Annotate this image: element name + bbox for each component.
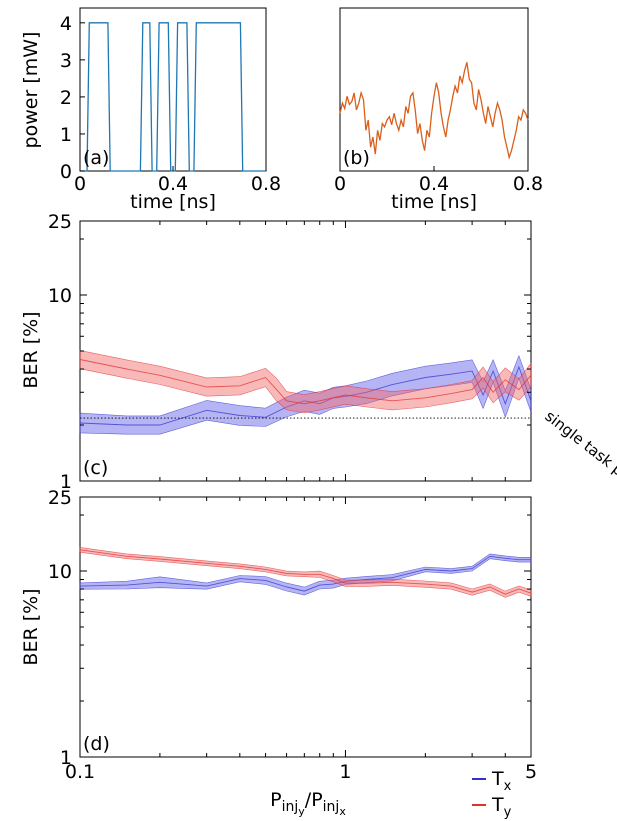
legend-label-main: T [491,768,504,790]
y-tick-label: 1 [60,747,72,769]
panel-a: 0 0.4 0.8 0 1 2 3 4 power [mW] time [ns] (a) [20,7,281,213]
series-band-ty [79,350,532,414]
x-tick-label: 0.8 [513,173,543,195]
x-tick-label: 0.1 [65,761,95,783]
panel-c-ticks: 1 10 25 [48,211,532,493]
x-tick-label: 0 [334,173,346,195]
series-line-ty [79,549,532,595]
panel-a-label: (a) [83,147,109,169]
x-tick-label: 0.4 [419,173,449,195]
xlabel-inj1: inj [282,799,299,815]
y-tick-label: 3 [60,50,72,72]
panel-c-frame [79,220,532,482]
panel-b: 0 0.4 0.8 time [ns] (b) [334,7,543,213]
xlabel-inj2: inj [323,799,340,815]
y-tick-label: 2 [60,87,72,109]
panel-d-label: (d) [83,733,110,755]
y-tick-label: 10 [48,561,72,583]
panel-d-ylabel: BER [%] [20,588,42,665]
series-line-ty [79,359,532,405]
panel-b-ticks: 0 0.4 0.8 [334,166,543,195]
panel-b-xlabel: time [ns] [391,191,477,213]
xlabel-p2: /P [305,789,323,811]
panel-c-ylabel: BER [%] [20,311,42,388]
x-tick-label: 0 [74,173,86,195]
x-tick-label: 5 [525,761,537,783]
panel-d-xlabel: Pinjy/Pinjx [270,789,346,818]
xlabel-y-sub: y [298,805,305,818]
y-tick-label: 25 [48,211,72,233]
legend-label-ty: Ty [491,794,512,820]
single-task-label: single task perf. [542,407,617,495]
y-tick-label: 1 [60,124,72,146]
xlabel-p1: P [270,789,281,811]
legend-label-tx: Tx [491,768,512,794]
panel-a-xlabel: time [ns] [130,191,216,213]
legend-label-sub: y [504,805,512,820]
x-tick-label: 0.4 [158,173,188,195]
panel-c-label: (c) [83,457,108,479]
y-tick-label: 25 [48,487,72,509]
x-tick-label: 1 [339,761,351,783]
series-band-ty [79,547,532,598]
legend-label-main: T [491,794,504,816]
legend-label-sub: x [504,779,512,794]
panel-b-label: (b) [343,147,370,169]
panel-a-ticks: 0 0.4 0.8 0 1 2 3 4 [60,13,281,195]
panel-c: 1 10 25 BER [%] (c) single task perf. [20,211,617,495]
panel-d-marks [79,547,532,598]
panel-b-marks [339,62,529,160]
y-tick-label: 10 [48,285,72,307]
x-tick-label: 0.8 [251,173,281,195]
series-line-tx [79,555,531,592]
panel-d-frame [79,496,532,758]
panel-c-marks [79,350,532,435]
panel-b-series-line [339,62,529,160]
panel-a-ylabel: power [mW] [20,32,42,149]
y-tick-label: 0 [60,161,72,183]
panel-a-marks [80,22,266,172]
xlabel-x-sub: x [339,805,346,818]
series-line-tx [79,365,532,426]
panel-a-series-line [80,22,266,172]
y-tick-label: 1 [60,471,72,493]
y-tick-label: 4 [60,13,72,35]
